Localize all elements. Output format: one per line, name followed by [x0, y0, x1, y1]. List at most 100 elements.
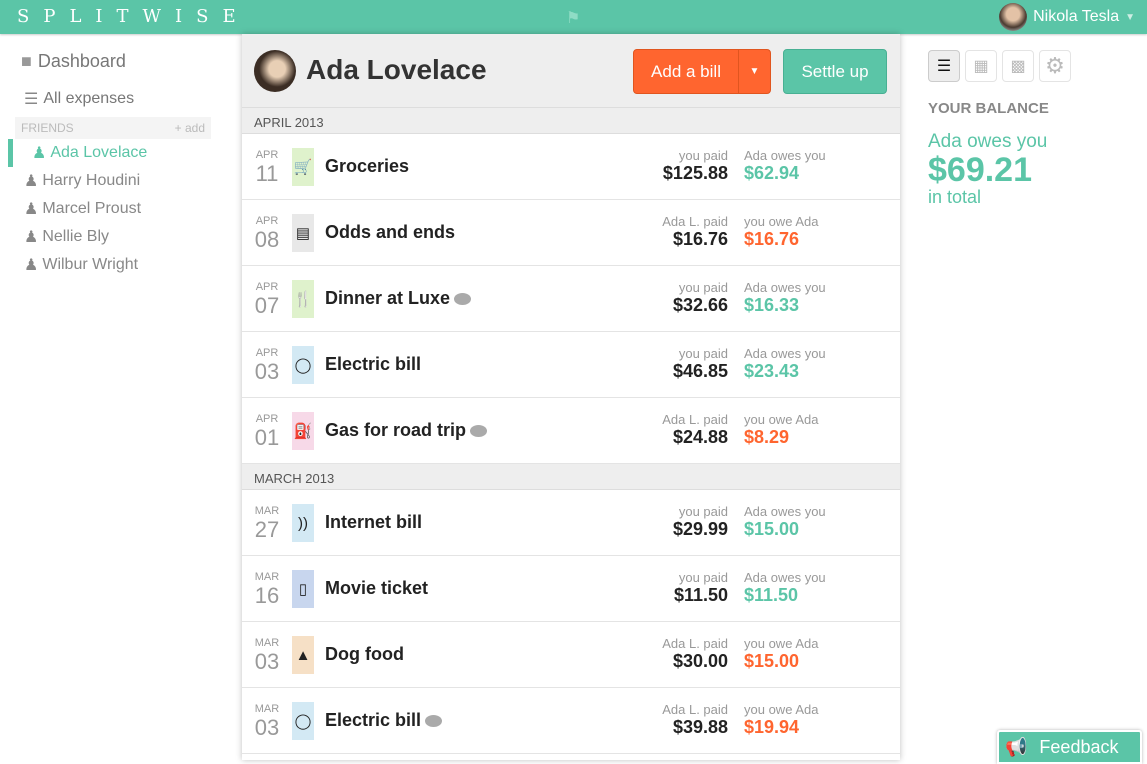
share-amount: $15.00: [744, 519, 800, 539]
expense-description: Groceries: [325, 156, 410, 176]
user-menu[interactable]: Nikola Tesla ▼: [999, 3, 1135, 31]
month-header: MARCH 2013: [242, 464, 900, 490]
sidebar-friend[interactable]: ♟ Marcel Proust: [0, 195, 230, 223]
person-icon: ♟: [24, 229, 39, 246]
dashboard-label: Dashboard: [37, 51, 126, 71]
expense-day: 11: [255, 161, 279, 186]
paid-amount: $24.88: [672, 427, 728, 447]
feedback-button[interactable]: 📢 Feedback: [997, 730, 1142, 764]
receipt-icon: ▤: [292, 214, 314, 252]
payer-label: Ada L. paid: [662, 636, 728, 651]
sidebar-all-expenses[interactable]: ☰ All expenses: [0, 89, 230, 109]
expense-row[interactable]: MAR 27 )) Internet bill you paid $29.99 A…: [242, 490, 900, 556]
expense-month: MAR: [254, 637, 280, 649]
paid-amount: $30.00: [672, 651, 728, 671]
balance-heading: YOUR BALANCE: [928, 100, 1049, 117]
person-icon: ♟: [32, 145, 47, 162]
share-amount: $11.50: [744, 585, 799, 605]
payer-label: Ada L. paid: [662, 214, 728, 229]
expense-day: 08: [254, 227, 280, 252]
share-amount: $16.33: [744, 295, 800, 315]
expense-row[interactable]: APR 03 ◯ Electric bill you paid $46.85 Ad…: [242, 332, 900, 398]
payer-label: Ada L. paid: [662, 702, 728, 717]
expense-description: Electric bill: [325, 354, 422, 374]
expense-month: APR: [255, 149, 279, 161]
paid-amount: $11.50: [673, 585, 728, 605]
payer-label: you paid: [678, 346, 728, 361]
megaphone-icon: 📢: [1005, 736, 1028, 757]
relation-label: Ada owes you: [744, 280, 826, 295]
friend-avatar: [254, 50, 296, 92]
share-amount: $23.43: [744, 361, 800, 381]
paid-amount: $46.85: [672, 361, 728, 381]
friend-name: Wilbur Wright: [42, 256, 139, 273]
expense-day: 01: [254, 425, 280, 450]
gear-icon[interactable]: ⚙: [1039, 50, 1071, 82]
person-icon: ♟: [24, 257, 39, 274]
payer-label: you paid: [678, 280, 728, 295]
paid-amount: $32.66: [672, 295, 728, 315]
person-icon: ♟: [24, 201, 39, 218]
sidebar-friend[interactable]: ♟ Wilbur Wright: [0, 251, 230, 279]
add-friend-button[interactable]: + add: [174, 121, 205, 135]
share-amount: $19.94: [744, 717, 800, 737]
relation-label: you owe Ada: [744, 636, 819, 651]
share-amount: $62.94: [744, 163, 800, 183]
comment-icon: [470, 424, 488, 437]
payer-label: you paid: [678, 570, 728, 585]
sidebar-dashboard[interactable]: ■ Dashboard: [0, 51, 230, 72]
expense-row[interactable]: APR 01 ⛽ Gas for road trip Ada L. paid $2…: [242, 398, 900, 464]
friends-label: FRIENDS: [21, 121, 74, 135]
feedback-label: Feedback: [1039, 736, 1119, 757]
expense-row[interactable]: MAR 16 ▯ Movie ticket you paid $11.50 Ada…: [242, 556, 900, 622]
paid-amount: $29.99: [672, 519, 728, 539]
expense-description: Dinner at Luxe: [325, 288, 451, 308]
cart-icon: 🛒: [292, 148, 314, 186]
calendar-icon[interactable]: ▦: [965, 50, 997, 82]
expense-month: MAR: [254, 571, 280, 583]
share-amount: $15.00: [744, 651, 800, 671]
expense-month: APR: [255, 347, 279, 359]
friend-header: Ada Lovelace Add a bill ▼ Settle up: [242, 34, 900, 108]
paid-amount: $125.88: [662, 163, 728, 183]
logo[interactable]: SPLITWISE: [17, 6, 250, 27]
balance-suffix: in total: [928, 187, 982, 207]
expense-description: Dog food: [325, 644, 404, 664]
expense-row[interactable]: MAR 03 ▲ Dog food Ada L. paid $30.00 you …: [242, 622, 900, 688]
share-amount: $16.76: [744, 229, 800, 249]
expense-description: Internet bill: [325, 512, 423, 532]
chart-icon[interactable]: ▩: [1002, 50, 1034, 82]
dashboard-icon: ■: [21, 51, 32, 71]
expense-row[interactable]: APR 08 ▤ Odds and ends Ada L. paid $16.76…: [242, 200, 900, 266]
sidebar-friend[interactable]: ♟ Nellie Bly: [0, 223, 230, 251]
fork-knife-icon: 🍴: [292, 280, 314, 318]
dog-icon: ▲: [292, 636, 314, 674]
comment-icon: [454, 292, 472, 305]
expense-day: 03: [254, 649, 280, 674]
chevron-down-icon: ▼: [1125, 11, 1135, 23]
gas-pump-icon: ⛽: [292, 412, 314, 450]
wifi-icon: )): [292, 504, 314, 542]
expense-day: 07: [254, 293, 280, 318]
add-bill-button[interactable]: Add a bill ▼: [633, 49, 771, 94]
expense-row[interactable]: APR 11 🛒 Groceries you paid $125.88 Ada o…: [242, 134, 900, 200]
friends-header: FRIENDS + add: [15, 117, 211, 139]
list-view-icon[interactable]: ☰: [928, 50, 960, 82]
expense-row[interactable]: MAR 03 ◯ Electric bill Ada L. paid $39.88…: [242, 688, 900, 754]
relation-label: Ada owes you: [744, 504, 826, 519]
expense-description: Movie ticket: [325, 578, 429, 598]
sidebar-friend[interactable]: ♟ Harry Houdini: [0, 167, 230, 195]
expense-row[interactable]: APR 07 🍴 Dinner at Luxe you paid $32.66 A…: [242, 266, 900, 332]
sidebar-friend[interactable]: ♟ Ada Lovelace: [8, 139, 230, 167]
expense-day: 03: [254, 715, 280, 740]
person-icon: ♟: [24, 173, 39, 190]
payer-label: you paid: [678, 504, 728, 519]
paid-amount: $39.88: [672, 717, 728, 737]
ticket-icon: ▯: [292, 570, 314, 608]
lightbulb-icon: ◯: [292, 346, 314, 384]
expense-month: APR: [255, 281, 279, 293]
relation-label: Ada owes you: [744, 570, 826, 585]
flag-icon[interactable]: ⚑: [566, 10, 581, 27]
settle-up-button[interactable]: Settle up: [783, 49, 887, 94]
add-bill-dropdown[interactable]: ▼: [738, 50, 770, 93]
